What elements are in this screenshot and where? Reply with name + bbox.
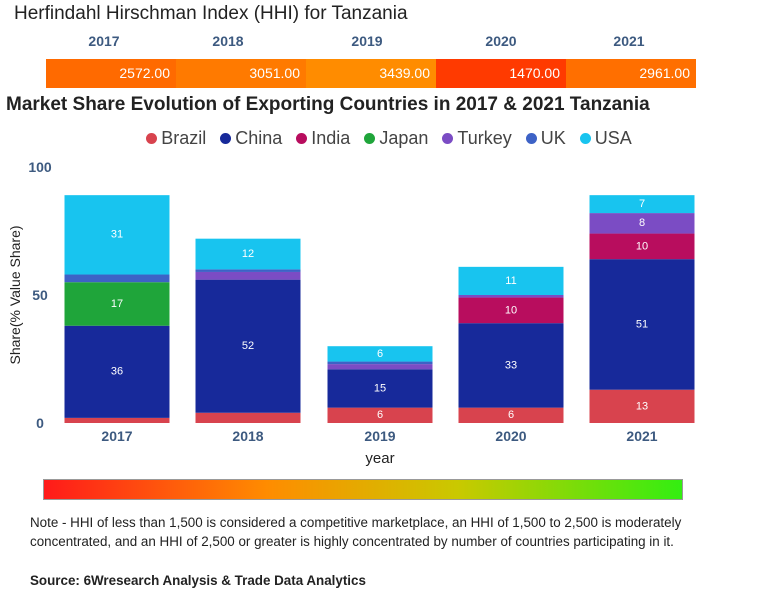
x-axis-label: year [365,450,394,467]
y-tick-label: 0 [36,415,44,431]
bar-segment-usa-2017 [64,195,170,275]
bar-label-usa-2021: 7 [639,198,645,210]
bar-label-india-2020: 10 [505,304,517,316]
legend-item-uk: UK [525,128,566,149]
bar-segment-india-2020 [458,297,564,324]
x-tick-label: 2017 [101,428,132,444]
hhi-year-2017: 2017 [88,33,120,49]
hhi-cell-2017: 2572.00 [46,59,176,88]
bar-segment-uk-2017 [64,274,170,283]
x-tick-label: 2020 [495,428,526,444]
bar-label-usa-2019: 6 [377,348,383,360]
hhi-title: Herfindahl Hirschman Index (HHI) for Tan… [14,3,408,24]
hhi-cell-2020: 1470.00 [436,59,566,88]
bar-label-china-2021: 51 [636,318,648,330]
bar-segment-china-2021 [589,259,695,390]
bar-segment-usa-2019 [327,346,433,362]
hhi-cell-2021: 2961.00 [566,59,696,88]
bar-label-brazil-2021: 13 [636,400,648,412]
bar-segment-turkey-2020 [458,295,564,298]
x-tick-label: 2021 [626,428,657,444]
bar-segment-china-2020 [458,323,564,408]
bar-segment-usa-2018 [195,238,301,270]
y-axis-label: Share(% Value Share) [7,225,23,364]
bar-segment-uk-2018 [195,269,301,272]
bar-segment-china-2018 [195,279,301,413]
legend-swatch [525,133,537,144]
bar-segment-china-2017 [64,325,170,418]
bar-label-brazil-2019: 6 [377,409,383,421]
bar-label-china-2018: 52 [242,340,254,352]
bar-segment-brazil-2021 [589,389,695,423]
hhi-cell-2018: 3051.00 [176,59,306,88]
legend-item-brazil: Brazil [146,128,206,149]
bar-label-india-2021: 10 [636,240,648,252]
chart-legend: Brazil China India Japan Turkey UK USA [0,128,778,149]
legend-label: USA [594,128,632,148]
legend-item-japan: Japan [364,128,428,149]
legend-label: Brazil [161,128,207,148]
bar-segment-turkey-2019 [327,364,433,370]
legend-swatch [146,133,158,144]
hhi-cell-2019: 3439.00 [306,59,436,88]
legend-label: Turkey [457,128,512,148]
bar-segment-brazil-2019 [327,407,433,423]
legend-item-china: China [220,128,282,149]
hhi-year-2020: 2020 [485,33,517,49]
bar-segment-turkey-2021 [589,213,695,234]
bar-label-japan-2017: 17 [111,298,123,310]
bar-label-brazil-2020: 6 [508,409,514,421]
stacked-bar-chart: 0 50 100 Share(% Value Share) 36 17 31 2017 52 12… [7,159,695,467]
hhi-bar: 2572.00 3051.00 3439.00 1470.00 2961.00 [46,59,696,88]
bar-segment-usa-2021 [589,195,695,214]
x-tick-label: 2019 [364,428,395,444]
note-text: Note - HHI of less than 1,500 is conside… [30,515,682,549]
bar-segment-uk-2019 [327,361,433,365]
bar-label-china-2019: 15 [374,382,386,394]
legend-item-usa: USA [579,128,632,149]
y-tick-label: 50 [32,287,48,303]
hhi-color-scale [43,479,683,500]
legend-item-turkey: Turkey [442,128,512,149]
bar-segment-china-2019 [327,369,433,408]
bar-segment-brazil-2020 [458,407,564,423]
bar-label-turkey-2021: 8 [639,217,645,229]
bar-segment-brazil-2017 [64,417,170,423]
bar-label-china-2017: 36 [111,366,123,378]
legend-label: Japan [379,128,429,148]
legend-swatch [364,133,376,144]
bar-segment-turkey-2018 [195,271,301,280]
bar-segment-india-2021 [589,233,695,260]
legend-label: UK [540,128,566,148]
hhi-year-2018: 2018 [212,33,244,49]
bar-segment-usa-2020 [458,266,564,295]
x-tick-label: 2018 [232,428,263,444]
bar-segment-japan-2017 [64,282,170,326]
legend-label: China [235,128,283,148]
legend-label: India [311,128,351,148]
legend-swatch [220,133,232,144]
source-text: Source: 6Wresearch Analysis & Trade Data… [30,573,366,588]
legend-item-india: India [296,128,350,149]
chart-title: Market Share Evolution of Exporting Coun… [6,94,650,115]
legend-swatch [442,133,454,144]
bar-label-usa-2018: 12 [242,248,254,260]
bar-label-usa-2020: 11 [505,275,516,287]
hhi-year-2019: 2019 [351,33,383,49]
bar-label-china-2020: 33 [505,359,517,371]
bar-segment-brazil-2018 [195,412,301,423]
bar-label-usa-2017: 31 [111,229,123,241]
legend-swatch [579,133,591,144]
hhi-year-2021: 2021 [613,33,645,49]
y-tick-label: 100 [28,159,52,175]
legend-swatch [296,133,308,144]
